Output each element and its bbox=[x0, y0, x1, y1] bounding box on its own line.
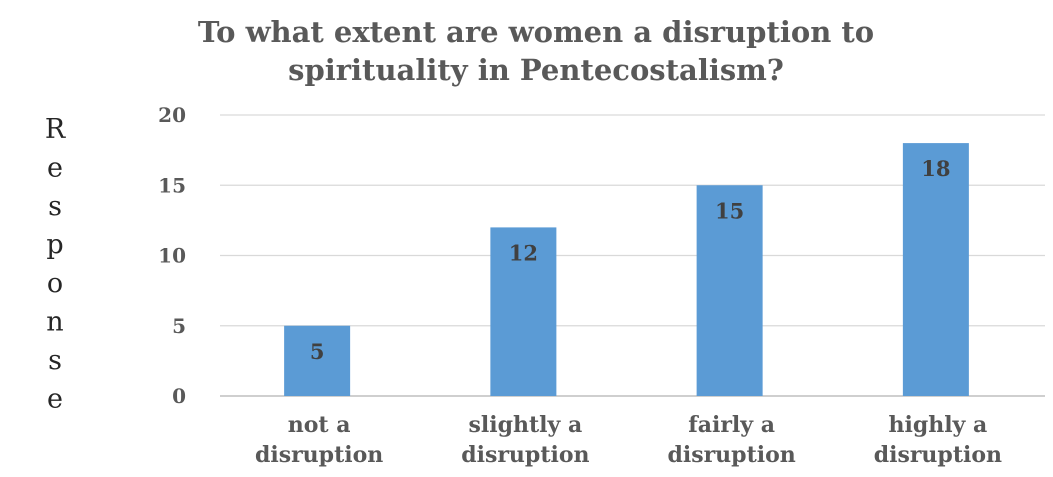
y-axis-label-letter: s bbox=[48, 191, 62, 222]
category-label: disruption bbox=[667, 442, 795, 468]
y-tick-label: 10 bbox=[158, 244, 186, 268]
bar bbox=[284, 325, 351, 396]
bar bbox=[490, 227, 557, 396]
x-axis-categories: not a disruption slightly a disruption fairl… bbox=[255, 412, 1002, 468]
y-tick-label: 20 bbox=[158, 103, 186, 127]
category-label: not a bbox=[288, 412, 351, 438]
data-label: 12 bbox=[509, 240, 538, 265]
y-axis-label-letter: e bbox=[47, 153, 63, 184]
bars bbox=[284, 143, 969, 396]
data-label: 5 bbox=[310, 339, 325, 364]
category-label: slightly a bbox=[469, 412, 583, 438]
y-axis-label-letter: R bbox=[45, 114, 66, 145]
y-axis-label-letter: n bbox=[46, 307, 63, 338]
bar bbox=[696, 185, 763, 396]
bar bbox=[902, 143, 969, 396]
y-tick-label: 15 bbox=[158, 173, 186, 197]
category-label: highly a bbox=[888, 412, 987, 438]
y-axis-label-letter: s bbox=[48, 345, 62, 376]
data-label: 15 bbox=[715, 198, 744, 223]
y-axis-label-letter: p bbox=[46, 230, 63, 261]
chart-title-line-1: To what extent are women a disruption to bbox=[198, 15, 874, 49]
y-axis-ticks: 0 5 10 15 20 bbox=[158, 103, 186, 408]
y-tick-label: 5 bbox=[172, 314, 186, 338]
chart-title-line-2: spirituality in Pentecostalism? bbox=[288, 53, 784, 87]
y-tick-label: 0 bbox=[172, 384, 186, 408]
category-label: disruption bbox=[874, 442, 1002, 468]
y-axis-label-letter: e bbox=[47, 384, 63, 415]
data-labels: 5 12 15 18 bbox=[310, 156, 951, 364]
category-label: disruption bbox=[461, 442, 589, 468]
y-axis-label-letter: o bbox=[47, 268, 63, 299]
data-label: 18 bbox=[921, 156, 950, 181]
category-label: disruption bbox=[255, 442, 383, 468]
category-label: fairly a bbox=[688, 412, 775, 438]
